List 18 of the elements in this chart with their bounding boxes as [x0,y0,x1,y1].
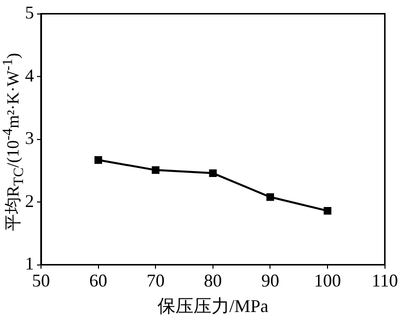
y-tick-label: 5 [25,2,34,23]
point [152,166,160,174]
x-tick-label: 60 [89,270,108,290]
x-tick-label: 50 [32,270,50,290]
point [209,169,217,178]
y-tick-label: 4 [25,65,34,86]
x-tick-label: 100 [314,270,342,290]
point [94,156,102,164]
x-tick-label: 90 [261,270,280,290]
x-axis-title: 保压压力/MPa [157,296,268,316]
y-tick-label: 1 [25,254,34,274]
point [324,207,332,215]
y-tick-label: 2 [25,190,34,211]
x-tick-label: 110 [372,270,398,290]
x-tick-label: 70 [146,270,165,290]
x-tick-label: 80 [204,270,222,290]
point [266,193,274,201]
y-tick-label: 3 [25,128,34,148]
